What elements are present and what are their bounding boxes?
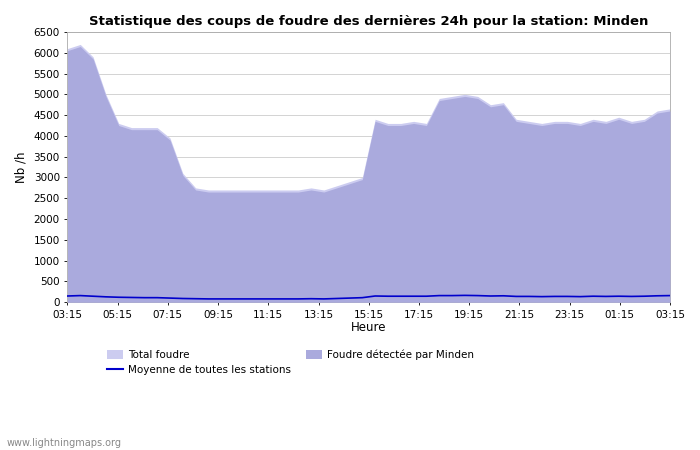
Text: www.lightningmaps.org: www.lightningmaps.org (7, 438, 122, 448)
X-axis label: Heure: Heure (351, 321, 386, 334)
Y-axis label: Nb /h: Nb /h (15, 151, 28, 183)
Title: Statistique des coups de foudre des dernières 24h pour la station: Minden: Statistique des coups de foudre des dern… (89, 15, 648, 28)
Legend: Total foudre, Moyenne de toutes les stations, Foudre détectée par Minden: Total foudre, Moyenne de toutes les stat… (103, 345, 478, 379)
